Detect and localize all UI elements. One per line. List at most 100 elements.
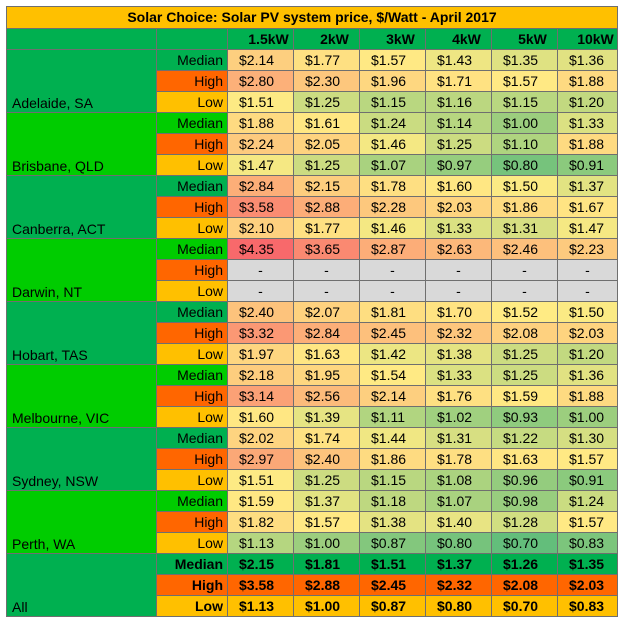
- price-cell: $1.44: [359, 427, 426, 449]
- column-header: 10kW: [557, 28, 618, 50]
- price-cell: $1.51: [227, 469, 294, 491]
- table-row: Perth, WA Median $1.59 $1.37 $1.18 $1.07 $0.98…: [6, 490, 618, 554]
- price-cell: $1.37: [557, 175, 618, 197]
- price-cell: -: [227, 280, 294, 302]
- table-row: High $2.24 $2.05 $1.46 $1.25 $1.10 $1.88: [7, 133, 618, 155]
- price-cell: $1.74: [293, 427, 360, 449]
- table-row: Low $1.47 $1.25 $1.07 $0.97 $0.80 $0.91: [7, 154, 618, 176]
- stat-label: Median: [156, 553, 228, 575]
- price-cell: $1.00: [557, 406, 618, 428]
- price-cell: $2.08: [491, 322, 558, 344]
- price-cell: $1.40: [425, 511, 492, 533]
- price-cell: $2.40: [293, 448, 360, 470]
- price-cell: $4.35: [227, 238, 294, 260]
- table-row: High $3.14 $2.56 $2.14 $1.76 $1.59 $1.88: [7, 385, 618, 407]
- stat-label: Low: [156, 532, 228, 554]
- column-header: 5kW: [491, 28, 558, 50]
- city-label: Darwin, NT: [6, 238, 157, 302]
- column-header: 2kW: [293, 28, 360, 50]
- table-row: Low - - - - - -: [7, 280, 618, 302]
- price-cell: $1.25: [491, 343, 558, 365]
- price-cell: $3.65: [293, 238, 360, 260]
- price-cell: $1.22: [491, 427, 558, 449]
- stat-label: High: [156, 322, 228, 344]
- price-cell: $0.96: [491, 469, 558, 491]
- price-cell: $1.08: [425, 469, 492, 491]
- price-cell: -: [293, 259, 360, 281]
- price-cell: $1.31: [491, 217, 558, 239]
- city-label: Perth, WA: [6, 490, 157, 554]
- table-title: Solar Choice: Solar PV system price, $/W…: [6, 6, 618, 29]
- price-cell: $1.25: [293, 91, 360, 113]
- summary-cell: $3.58: [227, 574, 294, 596]
- stat-label: Median: [156, 49, 228, 71]
- table-row: High $2.97 $2.40 $1.86 $1.78 $1.63 $1.57: [7, 448, 618, 470]
- price-cell: $1.25: [293, 469, 360, 491]
- price-cell: -: [557, 280, 618, 302]
- price-cell: $1.95: [293, 364, 360, 386]
- column-header: 3kW: [359, 28, 426, 50]
- price-cell: $1.88: [227, 112, 294, 134]
- price-cell: -: [425, 259, 492, 281]
- price-cell: $2.63: [425, 238, 492, 260]
- stat-label: High: [156, 259, 228, 281]
- table-row: Adelaide, SA Median $2.14 $1.77 $1.57 $1.43 $1…: [6, 49, 618, 113]
- stat-label: Median: [156, 301, 228, 323]
- table-row: High $2.80 $2.30 $1.96 $1.71 $1.57 $1.88: [7, 70, 618, 92]
- summary-row: High $3.58 $2.88 $2.45 $2.32 $2.08 $2.03: [7, 574, 618, 596]
- price-cell: $2.87: [359, 238, 426, 260]
- price-cell: -: [425, 280, 492, 302]
- price-cell: $1.57: [557, 448, 618, 470]
- price-cell: $1.78: [359, 175, 426, 197]
- price-cell: $2.88: [293, 196, 360, 218]
- price-cell: $1.20: [557, 91, 618, 113]
- price-cell: $1.24: [359, 112, 426, 134]
- price-cell: $1.00: [491, 112, 558, 134]
- price-cell: $1.97: [227, 343, 294, 365]
- table-row: Low $1.13 $1.00 $0.87 $0.80 $0.70 $0.83: [7, 532, 618, 554]
- price-cell: $1.43: [425, 49, 492, 71]
- price-cell: $0.80: [425, 532, 492, 554]
- price-cell: $3.58: [227, 196, 294, 218]
- summary-cell: $2.45: [359, 574, 426, 596]
- price-cell: $2.14: [359, 385, 426, 407]
- price-cell: $1.54: [359, 364, 426, 386]
- summary-cell: $0.87: [359, 595, 426, 617]
- summary-cell: $2.88: [293, 574, 360, 596]
- table-row: High $3.58 $2.88 $2.28 $2.03 $1.86 $1.67: [7, 196, 618, 218]
- price-cell: $1.25: [425, 133, 492, 155]
- table-row: Darwin, NT Median $4.35 $3.65 $2.87 $2.63 $2.4…: [6, 238, 618, 302]
- price-cell: $2.15: [293, 175, 360, 197]
- summary-cell: $2.03: [557, 574, 618, 596]
- price-cell: $1.81: [359, 301, 426, 323]
- price-cell: $1.67: [557, 196, 618, 218]
- price-cell: $1.78: [425, 448, 492, 470]
- stat-label: Low: [156, 280, 228, 302]
- price-cell: $2.02: [227, 427, 294, 449]
- price-cell: $1.28: [491, 511, 558, 533]
- summary-cell: $1.26: [491, 553, 558, 575]
- price-cell: $1.77: [293, 49, 360, 71]
- price-cell: $1.07: [425, 490, 492, 512]
- price-cell: -: [491, 259, 558, 281]
- stat-label: High: [156, 448, 228, 470]
- table-row: Low $1.60 $1.39 $1.11 $1.02 $0.93 $1.00: [7, 406, 618, 428]
- price-cell: $1.86: [491, 196, 558, 218]
- price-cell: $2.40: [227, 301, 294, 323]
- stat-label: Median: [156, 175, 228, 197]
- price-cell: $1.59: [491, 385, 558, 407]
- price-cell: $1.46: [359, 217, 426, 239]
- summary-label: All: [6, 553, 157, 617]
- summary-cell: $1.00: [293, 595, 360, 617]
- price-cell: -: [359, 280, 426, 302]
- price-cell: $1.57: [557, 511, 618, 533]
- column-header-row: 1.5kW 2kW 3kW 4kW 5kW 10kW: [6, 28, 618, 50]
- price-cell: $0.80: [491, 154, 558, 176]
- price-cell: $1.37: [293, 490, 360, 512]
- price-cell: $1.38: [359, 511, 426, 533]
- price-cell: $2.84: [293, 322, 360, 344]
- price-cell: $1.70: [425, 301, 492, 323]
- price-cell: $2.32: [425, 322, 492, 344]
- price-cell: $2.18: [227, 364, 294, 386]
- price-cell: $1.36: [557, 49, 618, 71]
